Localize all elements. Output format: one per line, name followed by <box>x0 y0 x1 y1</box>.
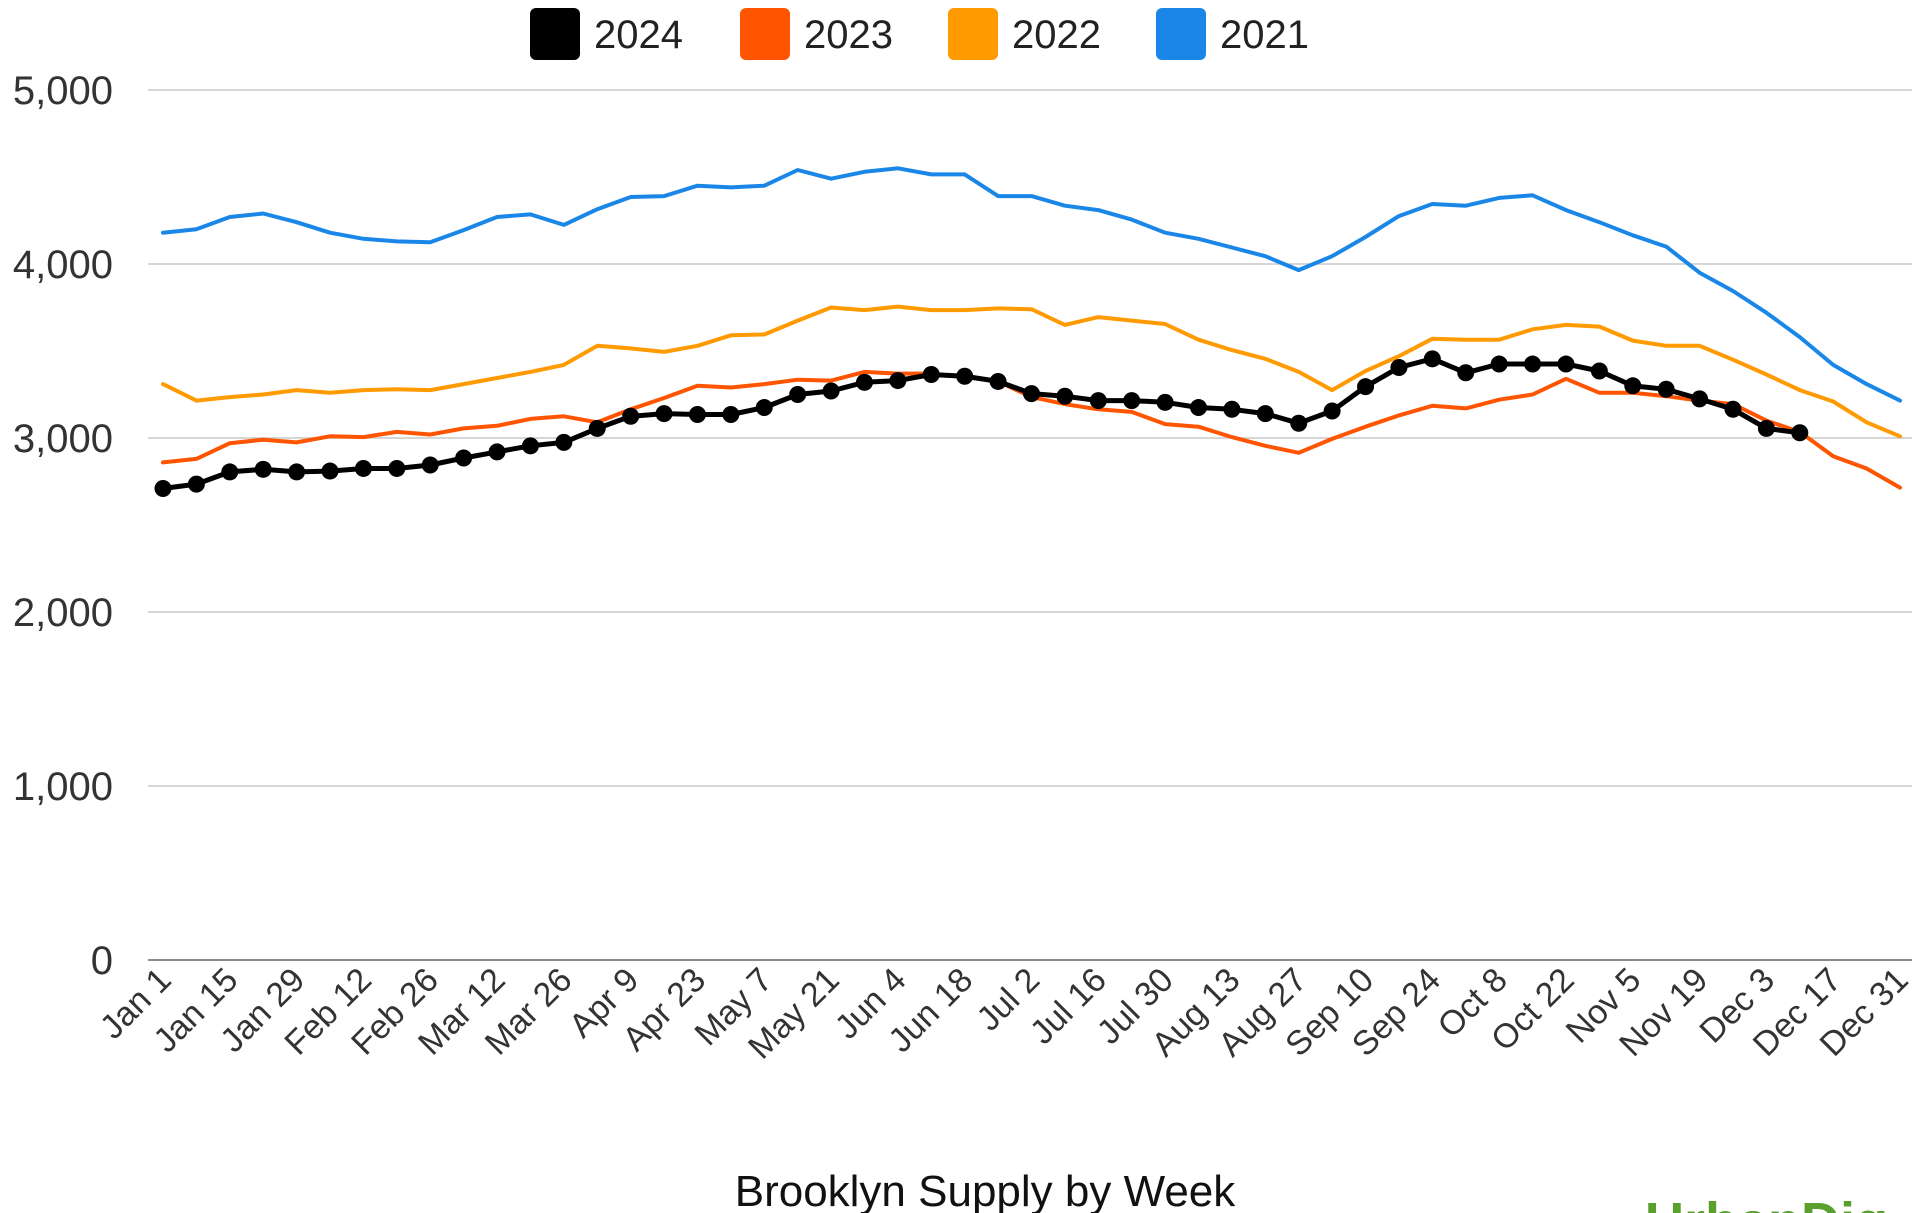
series-2024 <box>154 350 1809 497</box>
legend-swatch <box>530 8 580 60</box>
y-tick-label: 2,000 <box>13 591 113 635</box>
legend-item-2021: 2021 <box>1156 8 1309 60</box>
data-point-2024 <box>455 449 473 467</box>
data-point-2024 <box>588 419 606 437</box>
data-point-2024 <box>388 459 406 477</box>
data-point-2024 <box>755 399 773 417</box>
chart-title: Brooklyn Supply by Week <box>735 1167 1237 1213</box>
legend-swatch <box>1156 8 1206 60</box>
brand-logo: UrbanDig <box>1645 1192 1888 1213</box>
data-point-2024 <box>1256 405 1274 423</box>
y-tick-label: 5,000 <box>13 69 113 113</box>
data-point-2024 <box>1357 378 1375 396</box>
data-point-2024 <box>1657 380 1675 398</box>
data-point-2024 <box>1557 355 1575 373</box>
data-point-2024 <box>1156 393 1174 411</box>
gridlines <box>148 89 1912 961</box>
data-point-2024 <box>288 463 306 481</box>
legend-item-2024: 2024 <box>530 8 683 60</box>
data-point-2024 <box>956 367 974 385</box>
data-point-2024 <box>1056 387 1074 405</box>
data-point-2024 <box>655 405 673 423</box>
data-point-2024 <box>1223 400 1241 418</box>
x-tick-label: Jul 16 <box>1023 961 1114 1052</box>
legend-label: 2023 <box>804 13 893 57</box>
data-point-2024 <box>1524 355 1542 373</box>
data-point-2024 <box>521 437 539 455</box>
data-point-2024 <box>922 365 940 383</box>
data-point-2024 <box>254 460 272 478</box>
data-point-2024 <box>1457 364 1475 382</box>
data-point-2024 <box>688 406 706 424</box>
data-point-2024 <box>1724 400 1742 418</box>
data-point-2024 <box>789 386 807 403</box>
data-point-2024 <box>622 407 640 425</box>
data-point-2024 <box>889 372 907 390</box>
data-point-2024 <box>989 372 1007 390</box>
data-point-2024 <box>221 463 239 481</box>
data-point-2024 <box>1089 392 1107 410</box>
data-point-2024 <box>354 459 372 477</box>
data-point-2024 <box>1691 390 1709 408</box>
data-point-2024 <box>1791 424 1809 442</box>
data-point-2024 <box>1323 402 1341 420</box>
data-point-2024 <box>1123 392 1141 410</box>
data-point-2024 <box>154 479 172 497</box>
data-point-2024 <box>1624 377 1642 395</box>
legend-label: 2024 <box>594 13 683 57</box>
series-line-2024 <box>160 356 1803 491</box>
data-point-2024 <box>1190 399 1208 417</box>
data-point-2024 <box>1390 359 1408 377</box>
series-line-2022 <box>161 304 1902 439</box>
series-2021 <box>161 166 1902 403</box>
series-lines <box>154 166 1902 497</box>
data-point-2024 <box>1023 385 1040 403</box>
legend-swatch <box>740 8 790 60</box>
y-axis-ticks: 0 1,000 2,000 3,000 4,000 5,000 <box>13 69 113 983</box>
series-2022 <box>161 304 1902 439</box>
data-point-2024 <box>555 433 573 451</box>
legend-item-2023: 2023 <box>740 8 893 60</box>
data-point-2024 <box>1490 355 1508 373</box>
series-line-2021 <box>161 166 1902 403</box>
data-point-2024 <box>1590 362 1608 380</box>
legend-swatch <box>948 8 998 60</box>
data-point-2024 <box>187 475 205 493</box>
data-point-2024 <box>321 462 339 480</box>
data-point-2024 <box>488 443 506 461</box>
legend: 2024 2023 2022 2021 <box>530 8 1309 60</box>
data-point-2024 <box>421 456 439 474</box>
data-point-2024 <box>855 373 873 391</box>
y-tick-label: 1,000 <box>13 765 113 809</box>
legend-label: 2021 <box>1220 13 1309 57</box>
legend-item-2022: 2022 <box>948 8 1101 60</box>
data-point-2024 <box>1423 350 1441 368</box>
data-point-2024 <box>722 406 740 424</box>
data-point-2024 <box>1757 419 1775 437</box>
data-point-2024 <box>1290 414 1308 432</box>
y-tick-label: 0 <box>91 939 113 983</box>
y-tick-label: 3,000 <box>13 417 113 461</box>
legend-label: 2022 <box>1012 13 1101 57</box>
data-point-2024 <box>822 382 840 400</box>
y-tick-label: 4,000 <box>13 243 113 287</box>
